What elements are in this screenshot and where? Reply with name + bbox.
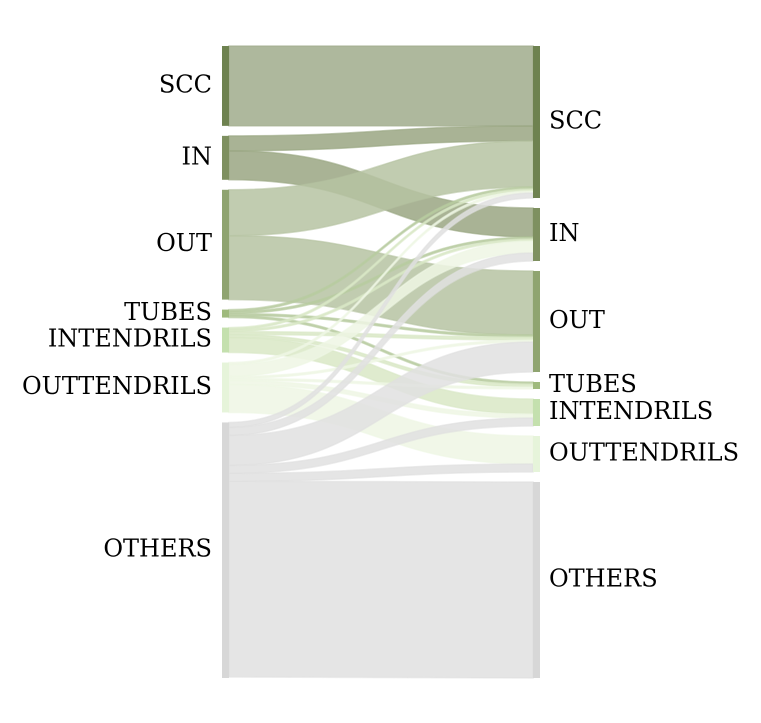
right-label-tubes: TUBES [549,370,637,398]
right-label-others: OTHERS [549,565,658,593]
left-label-out: OUT [156,229,212,257]
labels-layer: SCCINOUTTUBESINTENDRILSOUTTENDRILSOTHERS… [22,70,739,592]
left-node-outtendrils [222,362,229,413]
left-label-tubes: TUBES [124,298,212,326]
right-label-scc: SCC [549,107,602,135]
right-node-others [533,482,540,678]
right-node-intendrils [533,399,540,426]
right-node-out [533,271,540,372]
left-label-scc: SCC [159,70,212,98]
right-label-outtendrils: OUTTENDRILS [549,439,739,467]
right-label-out: OUT [549,306,605,334]
left-label-intendrils: INTENDRILS [48,325,212,353]
left-node-scc [222,46,229,126]
right-node-in [533,208,540,261]
left-label-outtendrils: OUTTENDRILS [22,372,212,400]
flow-scc-to-scc [228,45,534,127]
right-node-scc [533,46,540,198]
nodes-layer [222,46,540,678]
left-node-in [222,135,229,180]
left-label-in: IN [182,142,212,170]
left-node-others [222,422,229,678]
right-node-outtendrils [533,436,540,472]
right-label-intendrils: INTENDRILS [549,397,713,425]
left-node-out [222,189,229,300]
flow-others-to-others [228,480,534,679]
right-label-in: IN [549,219,579,247]
left-node-intendrils [222,327,229,353]
left-node-tubes [222,309,229,318]
left-label-others: OTHERS [103,535,212,563]
right-node-tubes [533,382,540,389]
links-layer [228,45,534,679]
